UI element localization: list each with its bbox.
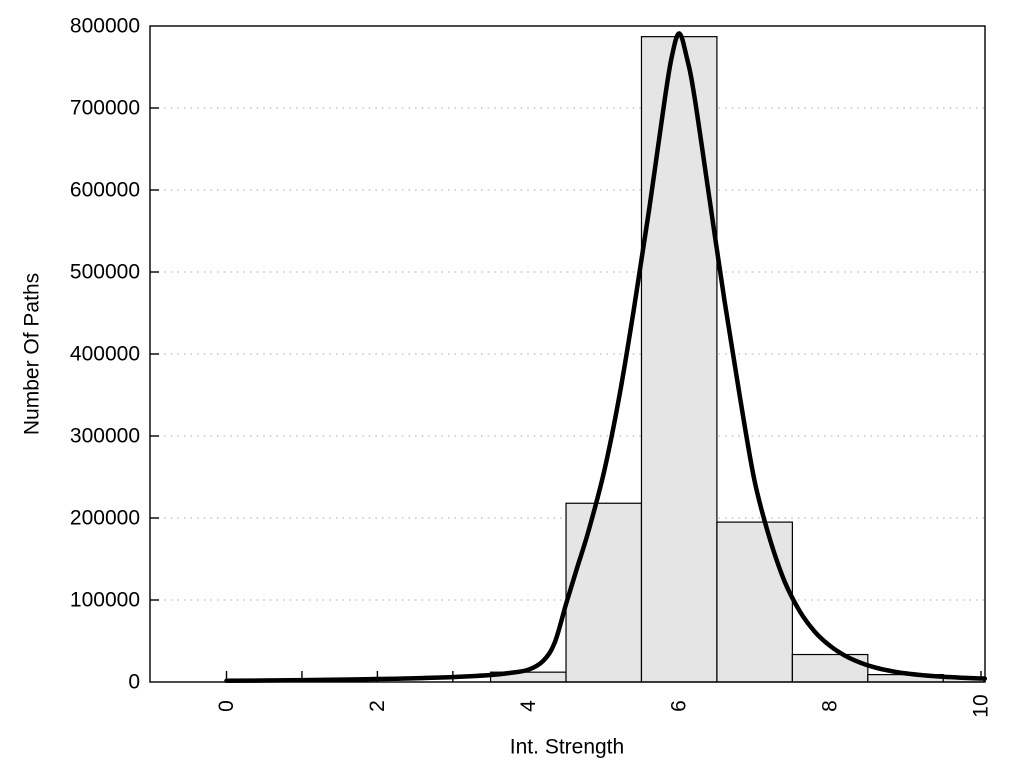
histogram-bar [565, 502, 643, 683]
plot-border [149, 25, 986, 683]
x-tick-label: 8 [819, 700, 842, 712]
y-tick-label: 300000 [70, 425, 140, 448]
x-tick-label: 10 [970, 694, 993, 717]
histogram-bars [489, 36, 985, 683]
histogram-bar [716, 521, 793, 683]
y-tick-label: 800000 [70, 15, 140, 38]
y-tick-label: 500000 [70, 261, 140, 284]
x-tick-label: 4 [517, 700, 540, 712]
y-tick-labels: 0 100000 200000 300000 400000 500000 600000 700… [70, 15, 140, 694]
gridlines [151, 107, 984, 601]
x-tick-label: 6 [668, 700, 691, 712]
y-axis-title: Number Of Paths [21, 273, 44, 435]
y-tick-label: 600000 [70, 179, 140, 202]
histogram-bar [791, 653, 869, 683]
y-tick-label: 100000 [70, 589, 140, 612]
x-tick-labels: 0 2 4 6 8 10 [215, 694, 993, 717]
x-tick-label: 0 [215, 700, 238, 712]
x-axis-title: Int. Strength [510, 736, 624, 759]
fit-curve [224, 31, 988, 684]
y-tick-label: 200000 [70, 507, 140, 530]
histogram-bar [640, 36, 718, 683]
x-tick-label: 2 [366, 700, 389, 712]
y-tick-label: 400000 [70, 343, 140, 366]
y-tick-label: 700000 [70, 97, 140, 120]
y-tick-label: 0 [128, 671, 140, 694]
